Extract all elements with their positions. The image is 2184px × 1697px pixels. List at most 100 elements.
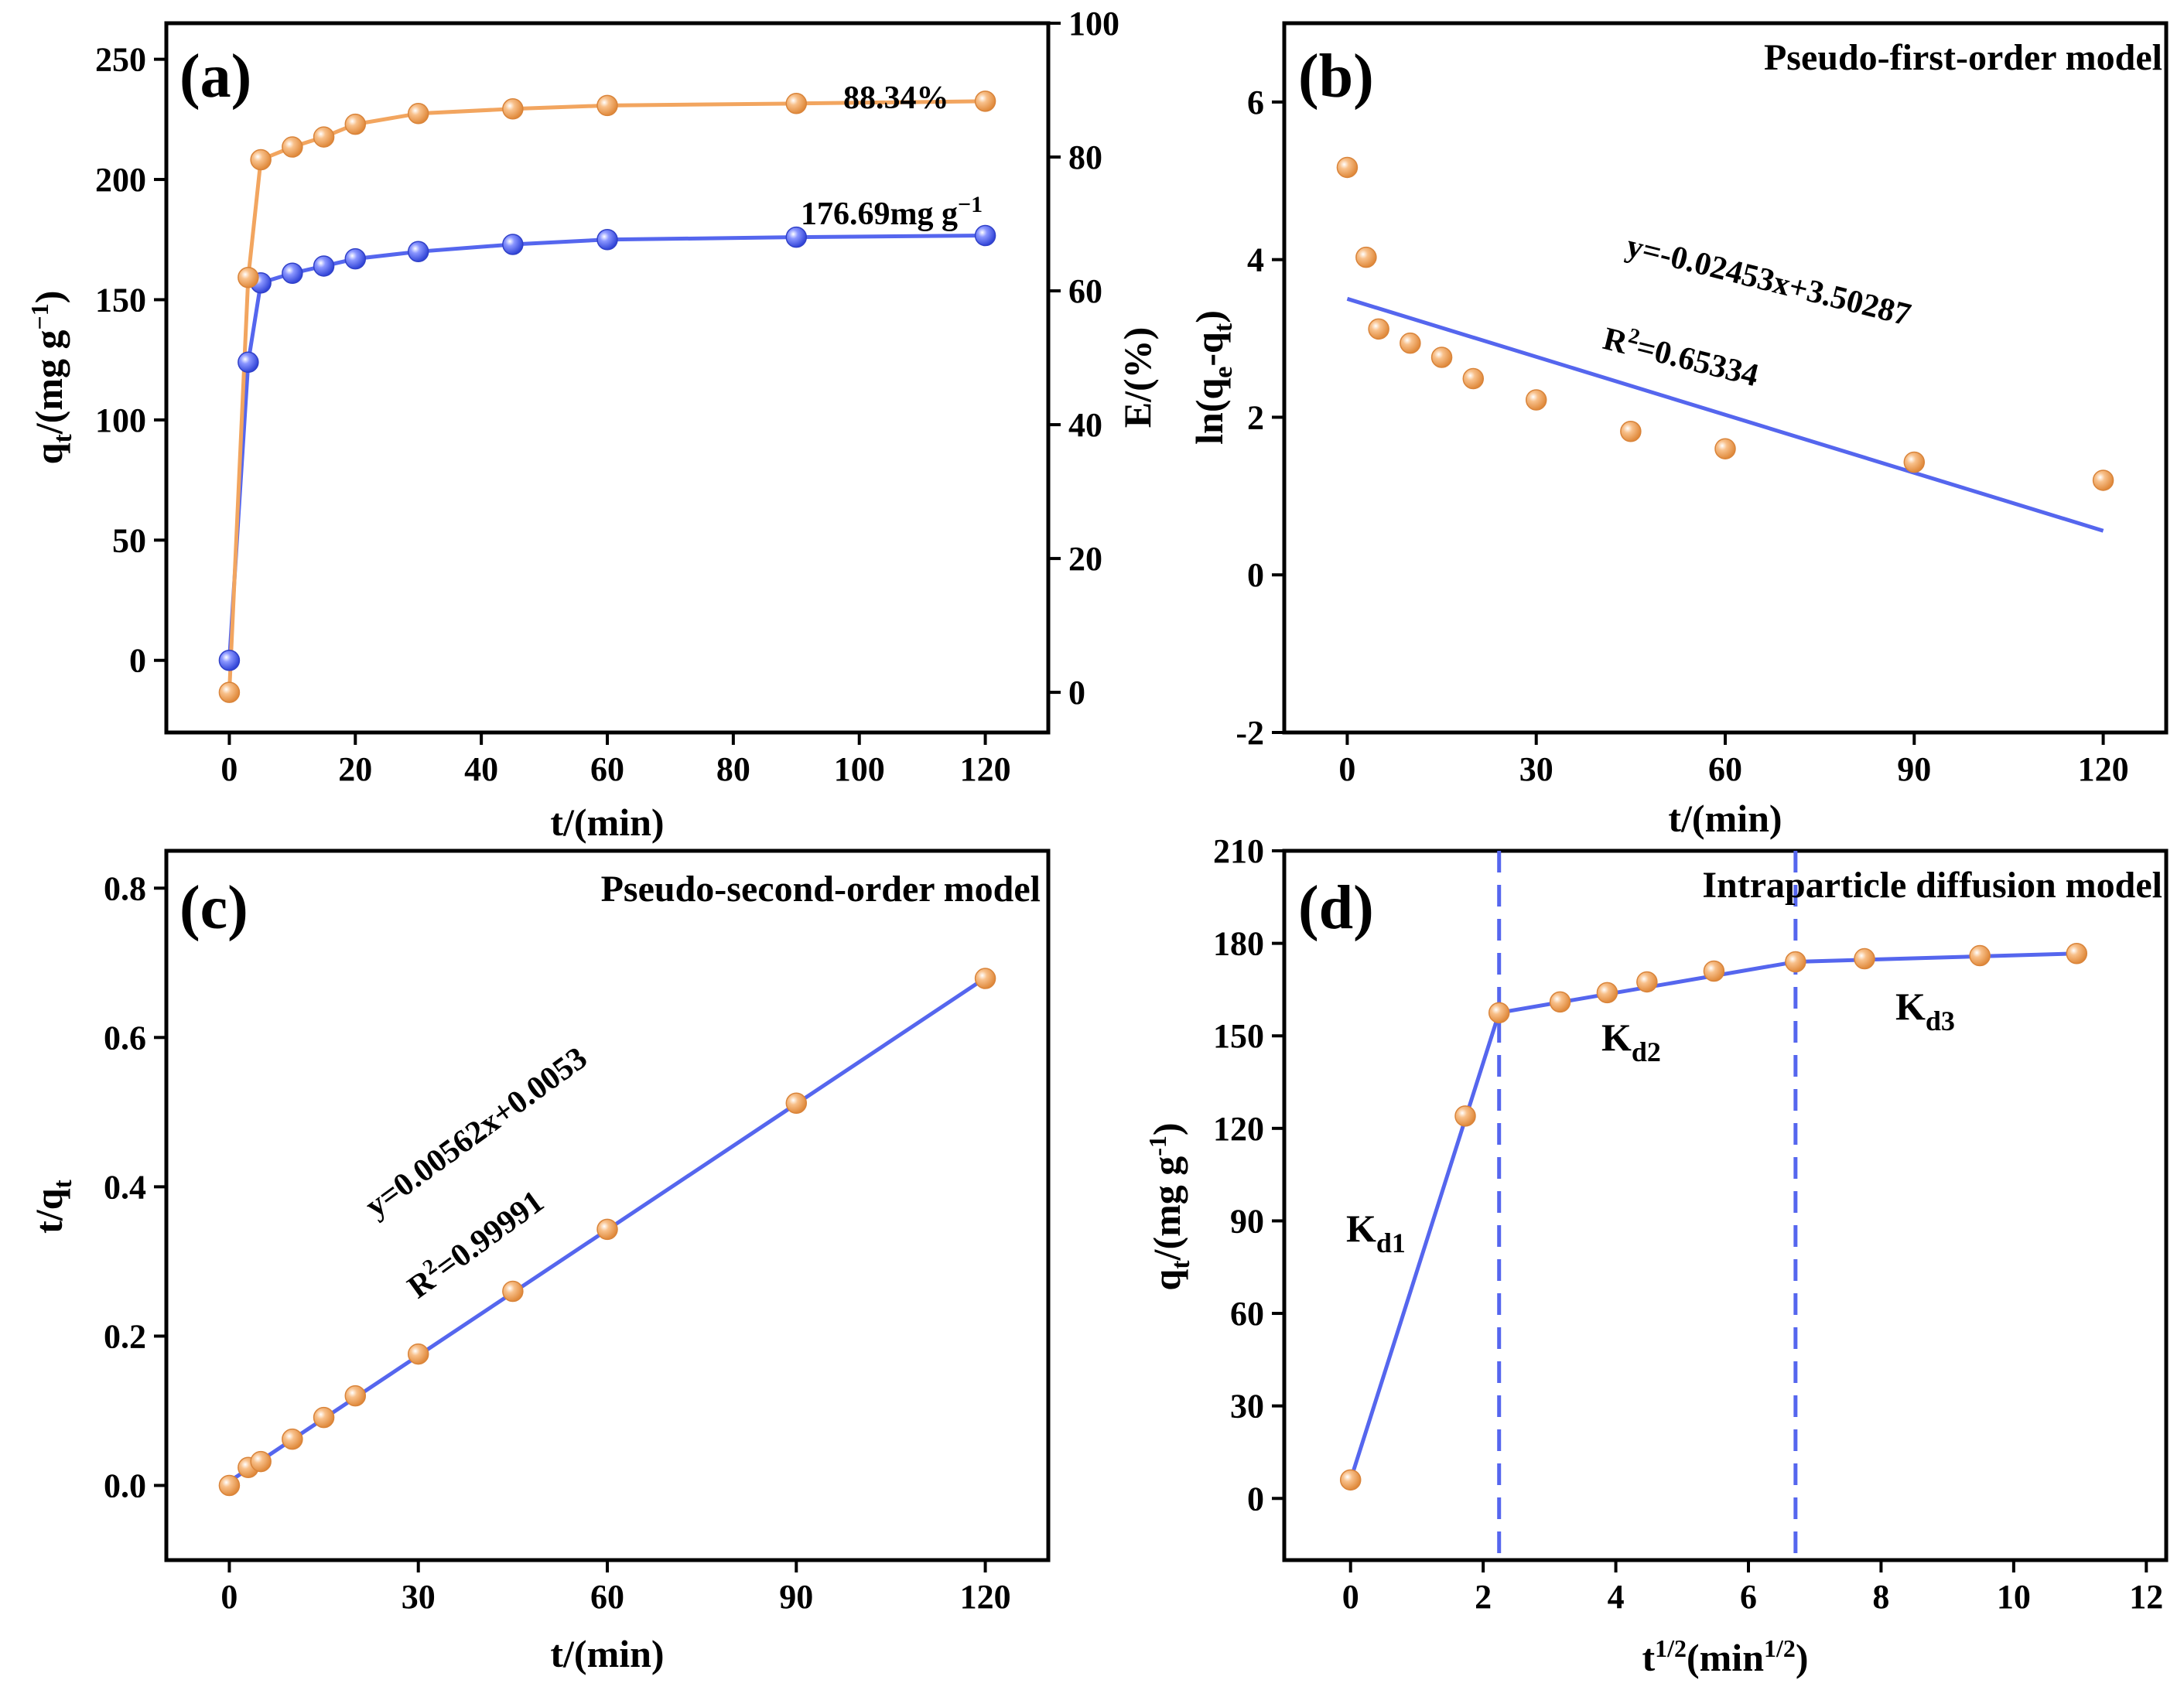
x-tick-label: 80 [716, 750, 750, 788]
panel-d-stage-label-2: Kd2 [1601, 1016, 1661, 1067]
y-tick-label: 0.2 [104, 1317, 146, 1355]
data-point [1400, 332, 1421, 354]
data-point-E [250, 149, 272, 171]
data-point [1703, 960, 1725, 982]
y2-tick-label: 40 [1068, 406, 1102, 444]
panel-b: 0 30 60 90 120 -2 0 2 4 6 (b) Pseudo-first-order … [1188, 21, 2169, 840]
x-tick-label: 0 [1338, 750, 1355, 788]
data-point-qt [502, 234, 524, 255]
panel-c-label: (c) [179, 874, 248, 942]
panel-a-xlabel: t/(min) [550, 801, 664, 844]
x-tick-label: 40 [464, 750, 498, 788]
x-tick-label: 10 [1997, 1578, 2031, 1616]
data-point-qt [238, 351, 259, 374]
data-point-qt [344, 248, 367, 270]
data-point-E [785, 93, 808, 114]
x-tick-label: 12 [2129, 1578, 2163, 1616]
panel-d-xlabel: t1/2(min1/2) [1642, 1634, 1808, 1679]
data-point [250, 1450, 272, 1473]
x-tick-label: 20 [338, 750, 372, 788]
panel-d-stage-label-1: Kd1 [1346, 1207, 1406, 1258]
y-tick-label: 200 [95, 161, 146, 199]
data-point [1368, 318, 1389, 340]
data-point [407, 1343, 429, 1365]
x-tick-label: 100 [834, 750, 885, 788]
data-point [785, 1092, 808, 1115]
panel-b-title: Pseudo-first-order model [1764, 37, 2162, 78]
y2-tick-label: 0 [1068, 674, 1085, 712]
data-point-E [218, 681, 241, 703]
data-point [1355, 246, 1377, 268]
panel-b-xlabel: t/(min) [1668, 797, 1782, 840]
panel-d-ylabel: qt/(mg g-1) [1143, 1122, 1195, 1290]
y-tick-label: 0.8 [104, 869, 146, 907]
y-tick-label: 6 [1247, 84, 1264, 121]
data-point-E [407, 103, 429, 125]
y-tick-label: 0 [1247, 556, 1264, 594]
y-tick-label: 0.0 [104, 1467, 146, 1504]
y-tick-label: 150 [1213, 1017, 1264, 1055]
data-point [1903, 451, 1926, 473]
x-tick-label: 0 [220, 750, 238, 788]
panel-d-label: (d) [1298, 874, 1374, 942]
panel-c: 0 30 60 90 120 0.0 0.2 0.4 0.6 0.8 (c) Pseudo-sec… [27, 848, 1051, 1675]
x-tick-label: 120 [960, 1578, 1011, 1616]
panel-c-xlabel: t/(min) [550, 1632, 664, 1675]
panel-a-frame [164, 21, 1051, 735]
data-point-E [313, 126, 335, 148]
data-point [218, 1474, 241, 1497]
y-tick-label: 180 [1213, 925, 1264, 963]
data-point-E [238, 266, 259, 289]
y-tick-label: 60 [1230, 1295, 1264, 1333]
data-point-qt [785, 226, 808, 248]
data-point [282, 1428, 303, 1450]
x-tick-label: 4 [1608, 1578, 1625, 1616]
data-point [1596, 982, 1618, 1004]
x-tick-label: 60 [590, 750, 624, 788]
x-tick-label: 60 [590, 1578, 624, 1616]
data-point-qt [218, 649, 241, 671]
data-point [1336, 156, 1359, 179]
y2-tick-label: 100 [1068, 5, 1119, 43]
x-tick-label: 120 [2078, 750, 2129, 788]
panel-a-annotation-capacity: 176.69mg g−1 [801, 192, 983, 232]
data-point [344, 1385, 367, 1407]
panel-c-equation: y=0.00562x+0.0053 [359, 1040, 594, 1224]
data-point [1462, 367, 1485, 390]
y2-tick-label: 20 [1068, 540, 1102, 578]
data-point-E [282, 136, 303, 158]
panel-a-annotation-efficiency: 88.34% [843, 80, 949, 116]
data-point-E [502, 97, 524, 120]
x-tick-label: 90 [779, 1578, 813, 1616]
data-point [1854, 948, 1875, 970]
data-point [1785, 951, 1806, 973]
y-tick-label: 90 [1230, 1202, 1264, 1240]
panel-d-frame [1282, 848, 2169, 1562]
data-point-qt [974, 224, 996, 247]
data-point [1969, 944, 1991, 967]
data-point [502, 1280, 524, 1303]
fit-line [1346, 296, 2104, 533]
y-tick-label: 210 [1213, 832, 1264, 870]
panel-c-title: Pseudo-second-order model [601, 869, 1041, 910]
x-tick-label: 0 [1342, 1578, 1359, 1616]
data-point [2066, 943, 2088, 965]
data-point [1430, 347, 1453, 368]
x-tick-label: 2 [1475, 1578, 1492, 1616]
data-point-E [974, 90, 996, 112]
x-tick-label: 60 [1708, 750, 1742, 788]
x-tick-label: 90 [1897, 750, 1931, 788]
y-tick-label: 0 [129, 642, 146, 680]
panel-c-frame [164, 848, 1051, 1562]
panel-c-r2: R2=0.99991 [399, 1181, 550, 1306]
y-tick-label: -2 [1236, 714, 1264, 752]
data-point-qt [282, 262, 303, 285]
y-tick-label: 4 [1247, 241, 1264, 279]
y2-tick-label: 80 [1068, 138, 1102, 176]
data-point [1714, 438, 1736, 459]
data-point [1636, 971, 1658, 993]
data-point [1620, 421, 1642, 442]
data-point [2092, 469, 2114, 491]
